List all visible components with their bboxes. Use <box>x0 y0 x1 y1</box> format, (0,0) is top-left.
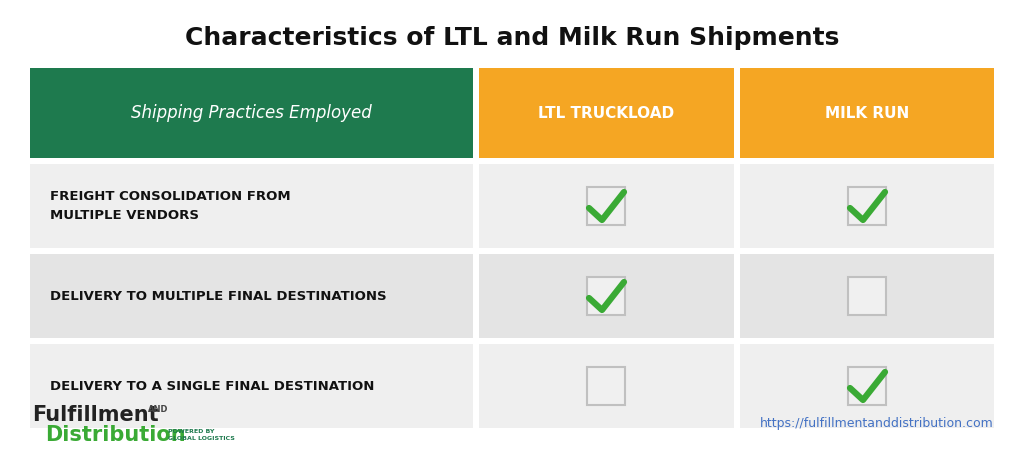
Bar <box>479 254 734 338</box>
Text: https://fulfillmentanddistribution.com: https://fulfillmentanddistribution.com <box>760 417 994 429</box>
Bar <box>30 254 473 338</box>
Bar <box>479 68 734 158</box>
Text: POWERED BY
GLOBAL LOGISTICS: POWERED BY GLOBAL LOGISTICS <box>168 429 234 441</box>
Bar <box>587 367 625 405</box>
Bar <box>848 187 886 225</box>
Bar <box>30 164 473 248</box>
Bar <box>740 164 994 248</box>
Bar <box>479 344 734 428</box>
Bar <box>587 277 625 315</box>
Text: Characteristics of LTL and Milk Run Shipments: Characteristics of LTL and Milk Run Ship… <box>184 26 840 50</box>
Bar <box>479 164 734 248</box>
Bar <box>587 187 625 225</box>
Text: MILK RUN: MILK RUN <box>825 105 909 121</box>
Bar <box>848 277 886 315</box>
Bar <box>740 68 994 158</box>
Bar <box>30 68 473 158</box>
Text: Shipping Practices Employed: Shipping Practices Employed <box>131 104 372 122</box>
Bar <box>848 367 886 405</box>
Bar <box>30 344 473 428</box>
Text: Distribution: Distribution <box>45 425 185 445</box>
Text: FREIGHT CONSOLIDATION FROM
MULTIPLE VENDORS: FREIGHT CONSOLIDATION FROM MULTIPLE VEND… <box>50 190 291 222</box>
Text: AND: AND <box>148 404 169 413</box>
Bar <box>740 344 994 428</box>
Bar <box>740 254 994 338</box>
Text: DELIVERY TO MULTIPLE FINAL DESTINATIONS: DELIVERY TO MULTIPLE FINAL DESTINATIONS <box>50 289 387 303</box>
Text: Fulfillment: Fulfillment <box>32 405 159 425</box>
Text: DELIVERY TO A SINGLE FINAL DESTINATION: DELIVERY TO A SINGLE FINAL DESTINATION <box>50 379 375 393</box>
Text: LTL TRUCKLOAD: LTL TRUCKLOAD <box>539 105 675 121</box>
